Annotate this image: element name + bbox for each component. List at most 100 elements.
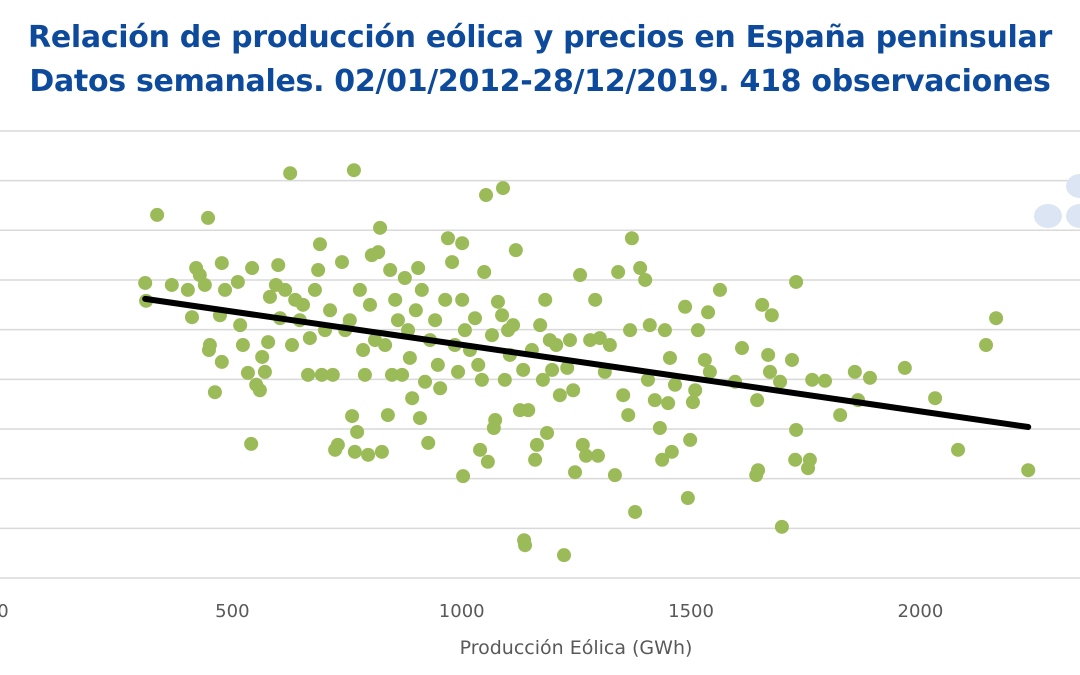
legend-partial [1034, 174, 1080, 228]
data-point [528, 452, 543, 467]
data-point [623, 323, 638, 338]
data-point [412, 411, 427, 426]
data-point [325, 367, 340, 382]
data-point [560, 360, 575, 375]
data-point [455, 236, 470, 251]
data-point [480, 454, 495, 469]
data-point [979, 338, 994, 353]
legend-marker [1034, 204, 1062, 228]
data-point [633, 261, 648, 276]
data-point [575, 437, 590, 452]
data-point [312, 237, 327, 252]
data-point [402, 350, 417, 365]
data-point [357, 367, 372, 382]
data-point [418, 374, 433, 389]
data-point [616, 388, 631, 403]
data-point [638, 272, 653, 287]
data-point [138, 275, 153, 290]
data-point [774, 519, 789, 534]
data-point [397, 270, 412, 285]
data-point [252, 383, 267, 398]
data-point [989, 311, 1004, 326]
data-point [751, 463, 766, 478]
data-point [683, 432, 698, 447]
data-point [451, 364, 466, 379]
data-point [642, 318, 657, 333]
data-point [457, 323, 472, 338]
data-point [271, 258, 286, 273]
data-point [430, 357, 445, 372]
data-point [474, 372, 489, 387]
data-point [373, 220, 388, 235]
data-point [611, 265, 626, 280]
data-point [590, 448, 605, 463]
data-point [230, 274, 245, 289]
chart-subtitle: Datos semanales. 02/01/2012-28/12/2019. … [29, 64, 1051, 99]
data-point [164, 277, 179, 292]
legend-marker [1066, 204, 1080, 228]
data-point [445, 255, 460, 270]
data-point [701, 305, 716, 320]
data-point [508, 243, 523, 258]
data-point [395, 367, 410, 382]
data-point [762, 364, 777, 379]
data-point [440, 231, 455, 246]
data-point [433, 381, 448, 396]
data-point [473, 442, 488, 457]
data-point [184, 310, 199, 325]
x-tick-label: 0 [0, 601, 9, 622]
data-point [414, 282, 429, 297]
data-point [516, 362, 531, 377]
data-point [235, 338, 250, 353]
data-point [535, 372, 550, 387]
data-point [240, 365, 255, 380]
data-point [552, 388, 567, 403]
data-point [802, 452, 817, 467]
data-point [233, 318, 248, 333]
data-point [380, 408, 395, 423]
data-point [284, 338, 299, 353]
data-point [438, 292, 453, 307]
data-point [545, 362, 560, 377]
data-point [261, 335, 276, 350]
data-point [833, 408, 848, 423]
data-point [521, 403, 536, 418]
data-point [314, 367, 329, 382]
data-point [342, 313, 357, 328]
data-point [647, 393, 662, 408]
data-point [477, 265, 492, 280]
data-point [951, 442, 966, 457]
data-point [664, 444, 679, 459]
data-point [471, 357, 486, 372]
data-point [628, 504, 643, 519]
data-point [506, 318, 521, 333]
data-point [668, 377, 683, 392]
data-point [371, 245, 386, 260]
data-point [928, 391, 943, 406]
data-point [652, 420, 667, 435]
data-point [788, 452, 803, 467]
data-points [138, 163, 1036, 563]
data-point [197, 277, 212, 292]
data-point [685, 395, 700, 410]
data-point [244, 436, 259, 451]
data-point [262, 289, 277, 304]
legend-marker [1066, 174, 1080, 198]
data-point [218, 282, 233, 297]
data-point [346, 163, 361, 178]
data-point [529, 437, 544, 452]
data-point [214, 256, 229, 271]
x-axis-ticks: 0 500 1000 1500 2000 [0, 601, 943, 622]
trendline [142, 295, 1032, 431]
data-point [347, 444, 362, 459]
data-point [1021, 463, 1036, 478]
data-point [562, 333, 577, 348]
data-point [345, 409, 360, 424]
data-point [755, 297, 770, 312]
data-point [624, 231, 639, 246]
data-point [573, 268, 588, 283]
data-point [690, 323, 705, 338]
trendline-group [142, 295, 1032, 431]
data-point [405, 391, 420, 406]
data-point [818, 373, 833, 388]
